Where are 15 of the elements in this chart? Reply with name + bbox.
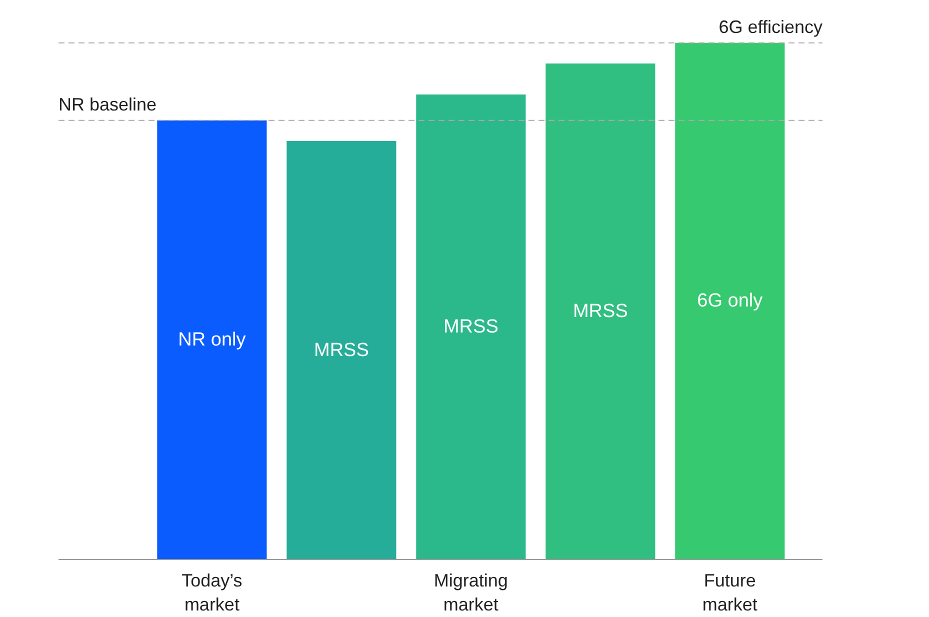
x-tick-label: Future market [702, 570, 758, 614]
annotation: NR only [178, 329, 246, 350]
x-tick-label: Today’s market [182, 570, 242, 614]
x-tick-label: Migrating market [434, 570, 508, 614]
ref-line-label: NR baseline [58, 94, 157, 114]
annotation: MRSS [314, 340, 369, 361]
annotation: 6G only [697, 290, 764, 312]
bar [546, 64, 656, 560]
annotation: MRSS [572, 301, 628, 322]
bar [286, 141, 396, 560]
annotation: MRSS [443, 316, 498, 338]
ref-line-label: 6G efficiency [718, 16, 823, 37]
bar [416, 94, 526, 560]
bar [675, 42, 785, 560]
bar [157, 120, 267, 560]
